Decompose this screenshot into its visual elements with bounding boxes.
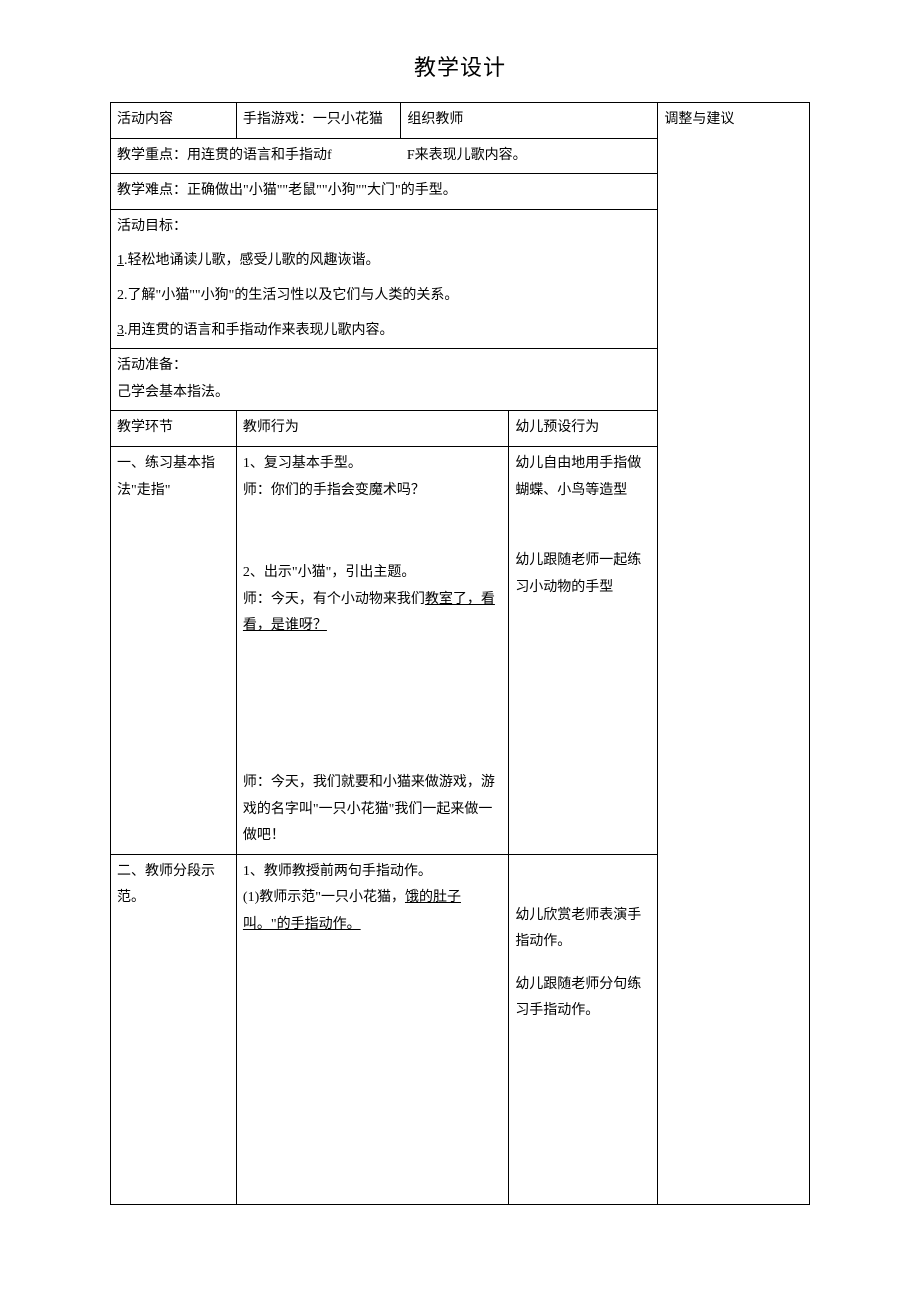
activity-value: 手指游戏：一只小花猫 <box>236 103 400 139</box>
r2-c1: 幼儿欣赏老师表演手指动作。 <box>515 903 651 956</box>
goal-3-text: .用连贯的语言和手指动作来表现儿歌内容。 <box>124 323 394 338</box>
goal-1-cell: 1.轻松地诵读儿歌，感受儿歌的风趣诙谐。 <box>111 244 658 279</box>
r2-t2: (1)教师示范"一只小花猫，饿的肚子叫。"的手指动作。 <box>243 885 502 938</box>
goal-1-num: 1 <box>117 253 124 268</box>
goal-3-cell: 3.用连贯的语言和手指动作来表现儿歌内容。 <box>111 314 658 349</box>
r1-c2: 幼儿跟随老师一起练习小动物的手型 <box>515 548 651 601</box>
col-step-header: 教学环节 <box>111 411 237 447</box>
r1-t4a: 师：今天，有个小动物来我们 <box>243 592 425 607</box>
step-2-teacher: 1、教师教授前两句手指动作。 (1)教师示范"一只小花猫，饿的肚子叫。"的手指动… <box>236 854 508 1204</box>
step-1-teacher: 1、复习基本手型。 师：你们的手指会变魔术吗？ 2、出示"小猫"，引出主题。 师… <box>236 446 508 854</box>
lesson-plan-table: 活动内容 手指游戏：一只小花猫 组织教师 调整与建议 教学重点：用连贯的语言和手… <box>110 102 810 1205</box>
page-title: 教学设计 <box>110 50 810 82</box>
goal-2-cell: 2.了解"小猫""小狗"的生活习性以及它们与人类的关系。 <box>111 279 658 314</box>
r1-t5: 师：今天，我们就要和小猫来做游戏，游戏的名字叫"一只小花猫"我们一起来做一做吧！ <box>243 770 502 850</box>
difficulty-cell: 教学难点：正确做出"小猫""老鼠""小狗""大门"的手型。 <box>111 174 658 210</box>
goal-3-num: 3 <box>117 323 124 338</box>
header-row: 活动内容 手指游戏：一只小花猫 组织教师 调整与建议 <box>111 103 810 139</box>
r1-t4: 师：今天，有个小动物来我们教室了，看看，是谁呀？ <box>243 587 502 640</box>
r1-t2: 师：你们的手指会变魔术吗？ <box>243 478 502 505</box>
org-teacher-value <box>509 103 658 139</box>
r2-c2: 幼儿跟随老师分句练习手指动作。 <box>515 972 651 1025</box>
col-teacher-header: 教师行为 <box>236 411 508 447</box>
step-2-line2: 范。 <box>117 885 230 912</box>
prep-title: 活动准备： <box>117 353 651 380</box>
step-1-line2: 法"走指" <box>117 478 230 505</box>
col-child-header: 幼儿预设行为 <box>509 411 658 447</box>
key-point-left: 教学重点：用连贯的语言和手指动f <box>111 138 401 174</box>
key-point-right: F来表现儿歌内容。 <box>401 138 658 174</box>
step-1-line1: 一、练习基本指 <box>117 451 230 478</box>
step-1-label: 一、练习基本指 法"走指" <box>111 446 237 854</box>
suggestion-column: 调整与建议 <box>658 103 810 1205</box>
step-1-child: 幼儿自由地用手指做蝴蝶、小鸟等造型 幼儿跟随老师一起练习小动物的手型 <box>509 446 658 854</box>
step-2-line1: 二、教师分段示 <box>117 859 230 886</box>
org-teacher-label: 组织教师 <box>401 103 509 139</box>
goal-1-text: .轻松地诵读儿歌，感受儿歌的风趣诙谐。 <box>124 253 380 268</box>
goals-title-cell: 活动目标： <box>111 209 658 244</box>
r2-t2a: (1)教师示范"一只小花猫， <box>243 890 405 905</box>
r2-t1: 1、教师教授前两句手指动作。 <box>243 859 502 886</box>
r1-t1: 1、复习基本手型。 <box>243 451 502 478</box>
prep-text: 己学会基本指法。 <box>117 380 651 407</box>
activity-label: 活动内容 <box>111 103 237 139</box>
prep-cell: 活动准备： 己学会基本指法。 <box>111 349 658 411</box>
r1-t3: 2、出示"小猫"，引出主题。 <box>243 560 502 587</box>
step-2-child: 幼儿欣赏老师表演手指动作。 幼儿跟随老师分句练习手指动作。 <box>509 854 658 1204</box>
step-2-label: 二、教师分段示 范。 <box>111 854 237 1204</box>
r1-c1: 幼儿自由地用手指做蝴蝶、小鸟等造型 <box>515 451 651 504</box>
